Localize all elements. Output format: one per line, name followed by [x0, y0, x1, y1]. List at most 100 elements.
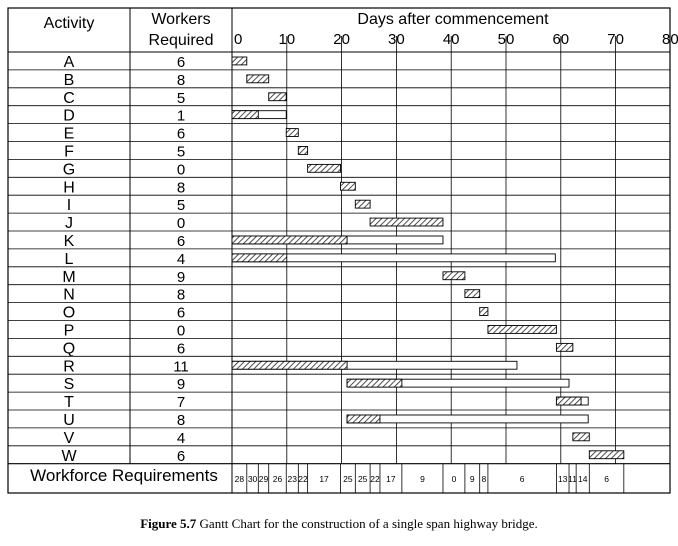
workers-value: 0 — [177, 322, 185, 339]
activity-label: I — [67, 197, 71, 214]
workers-value: 1 — [177, 108, 185, 125]
workforce-value: 14 — [578, 474, 588, 484]
activity-label: Q — [63, 340, 75, 357]
bars-layer — [231, 56, 625, 460]
activity-label: U — [63, 412, 75, 429]
activity-label: G — [63, 161, 75, 178]
labels-layer: Activity Workers Required Days after commen… — [30, 11, 678, 485]
x-tick-label: 20 — [333, 31, 350, 48]
table-frame — [7, 7, 671, 494]
float-bar — [346, 414, 589, 424]
workforce-value: 8 — [481, 474, 486, 484]
activity-label: T — [64, 394, 74, 411]
activity-bar — [231, 235, 348, 245]
activity-bar — [340, 181, 356, 191]
activity-bar — [346, 414, 381, 424]
x-tick-label: 80 — [662, 31, 678, 48]
workforce-value: 22 — [370, 474, 380, 484]
activity-bar — [464, 289, 481, 299]
workers-value: 5 — [177, 197, 185, 214]
workforce-value: 17 — [319, 474, 329, 484]
activity-label: S — [64, 376, 75, 393]
activity-bar — [442, 271, 466, 281]
activity-label: D — [63, 108, 75, 125]
workforce-value: 25 — [343, 474, 353, 484]
activity-bar — [555, 396, 582, 406]
workers-value: 8 — [177, 287, 185, 304]
activity-bar — [246, 74, 270, 84]
activity-label: H — [63, 179, 75, 196]
activity-label: K — [64, 233, 75, 250]
figure-caption: Figure 5.7 Gantt Chart for the construct… — [0, 516, 678, 532]
activity-label: E — [64, 126, 75, 143]
workforce-value: 9 — [420, 474, 425, 484]
activity-bar — [479, 307, 489, 316]
workers-value: 6 — [177, 305, 185, 322]
x-tick-label: 30 — [388, 31, 405, 48]
workers-value: 6 — [177, 340, 185, 357]
workers-value: 0 — [177, 161, 185, 178]
activity-bar — [572, 432, 590, 442]
workforce-value: 23 — [288, 474, 298, 484]
workers-value: 6 — [177, 126, 185, 143]
workforce-value: 0 — [452, 474, 457, 484]
activity-label: J — [65, 215, 73, 232]
activity-label: C — [63, 90, 75, 107]
workers-value: 5 — [177, 143, 185, 160]
activity-bar — [555, 342, 574, 352]
activity-bar — [588, 450, 625, 460]
workers-value: 7 — [177, 394, 185, 411]
activity-bar — [231, 56, 248, 66]
workforce-value: 6 — [520, 474, 525, 484]
x-tick-label: 70 — [607, 31, 624, 48]
activity-label: N — [63, 287, 75, 304]
activity-label: O — [63, 305, 75, 322]
header-workers-line2: Required — [149, 32, 214, 49]
activity-bar — [487, 325, 557, 334]
workers-value: 8 — [177, 179, 185, 196]
grid-lines — [7, 7, 671, 494]
activity-bar — [285, 128, 299, 137]
workers-value: 11 — [173, 358, 189, 375]
workforce-value: 17 — [386, 474, 396, 484]
workers-value: 6 — [177, 448, 185, 465]
workforce-value: 22 — [298, 474, 308, 484]
activity-bar — [268, 92, 287, 102]
x-tick-label: 50 — [498, 31, 515, 48]
workforce-label: Workforce Requirements — [30, 466, 218, 485]
workers-value: 6 — [177, 54, 185, 71]
activity-bar — [369, 217, 444, 227]
activity-bar — [354, 199, 371, 209]
workforce-value: 11 — [568, 474, 577, 484]
workers-value: 8 — [177, 412, 185, 429]
activity-label: R — [63, 358, 75, 375]
activity-bar — [231, 110, 259, 120]
activity-label: V — [64, 430, 75, 447]
workers-value: 8 — [177, 72, 185, 89]
x-tick-label: 60 — [552, 31, 569, 48]
workers-value: 6 — [177, 233, 185, 250]
activity-label: F — [64, 143, 74, 160]
activity-label: A — [64, 54, 75, 71]
activity-bar — [231, 253, 288, 263]
x-tick-label: 10 — [278, 31, 295, 48]
activity-bar — [346, 378, 403, 388]
workforce-value: 29 — [259, 474, 269, 484]
workers-value: 4 — [177, 430, 185, 447]
workers-value: 5 — [177, 90, 185, 107]
workforce-value: 6 — [604, 474, 609, 484]
workers-value: 9 — [177, 269, 185, 286]
activity-label: P — [64, 322, 75, 339]
header-activity: Activity — [44, 15, 95, 32]
activity-label: W — [61, 448, 77, 465]
workers-value: 9 — [177, 376, 185, 393]
workforce-value: 30 — [248, 474, 258, 484]
activity-label: L — [65, 251, 74, 268]
x-tick-label: 0 — [234, 31, 242, 48]
x-tick-label: 40 — [443, 31, 460, 48]
header-workers-line1: Workers — [151, 11, 210, 28]
workers-value: 0 — [177, 215, 185, 232]
activity-bar — [307, 163, 341, 173]
